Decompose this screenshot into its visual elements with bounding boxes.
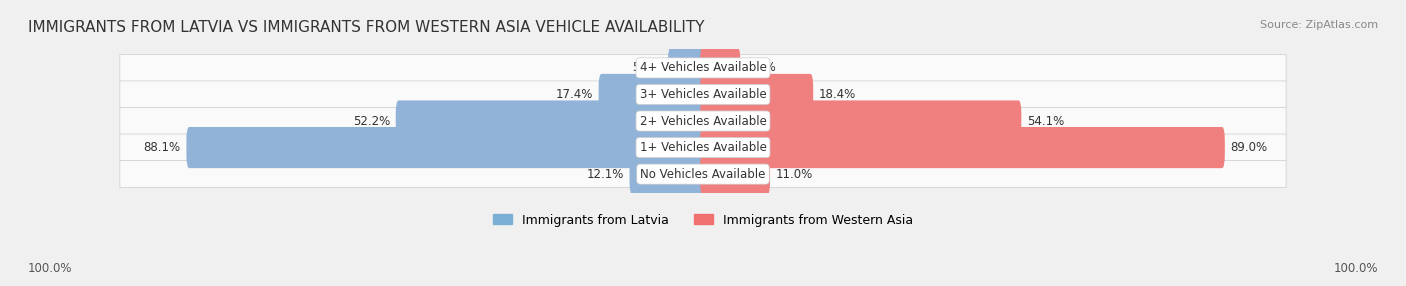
- Text: 17.4%: 17.4%: [555, 88, 593, 101]
- Text: 12.1%: 12.1%: [586, 168, 624, 181]
- FancyBboxPatch shape: [630, 154, 706, 195]
- Text: No Vehicles Available: No Vehicles Available: [640, 168, 766, 181]
- Text: 54.1%: 54.1%: [1028, 114, 1064, 128]
- Text: 1+ Vehicles Available: 1+ Vehicles Available: [640, 141, 766, 154]
- FancyBboxPatch shape: [120, 81, 1286, 108]
- Text: 100.0%: 100.0%: [28, 262, 73, 275]
- FancyBboxPatch shape: [700, 154, 770, 195]
- Text: Source: ZipAtlas.com: Source: ZipAtlas.com: [1260, 20, 1378, 30]
- FancyBboxPatch shape: [700, 74, 813, 115]
- FancyBboxPatch shape: [120, 134, 1286, 161]
- Text: 5.9%: 5.9%: [747, 61, 776, 74]
- Text: 88.1%: 88.1%: [143, 141, 180, 154]
- Text: 11.0%: 11.0%: [776, 168, 813, 181]
- FancyBboxPatch shape: [120, 108, 1286, 134]
- FancyBboxPatch shape: [700, 100, 1021, 142]
- Text: 100.0%: 100.0%: [1333, 262, 1378, 275]
- Text: 2+ Vehicles Available: 2+ Vehicles Available: [640, 114, 766, 128]
- Text: 89.0%: 89.0%: [1230, 141, 1268, 154]
- Text: 3+ Vehicles Available: 3+ Vehicles Available: [640, 88, 766, 101]
- FancyBboxPatch shape: [395, 100, 706, 142]
- Text: 5.5%: 5.5%: [633, 61, 662, 74]
- FancyBboxPatch shape: [599, 74, 706, 115]
- FancyBboxPatch shape: [700, 47, 741, 88]
- FancyBboxPatch shape: [668, 47, 706, 88]
- Text: 18.4%: 18.4%: [820, 88, 856, 101]
- FancyBboxPatch shape: [120, 54, 1286, 82]
- Legend: Immigrants from Latvia, Immigrants from Western Asia: Immigrants from Latvia, Immigrants from …: [494, 214, 912, 227]
- Text: IMMIGRANTS FROM LATVIA VS IMMIGRANTS FROM WESTERN ASIA VEHICLE AVAILABILITY: IMMIGRANTS FROM LATVIA VS IMMIGRANTS FRO…: [28, 20, 704, 35]
- FancyBboxPatch shape: [700, 127, 1225, 168]
- Text: 4+ Vehicles Available: 4+ Vehicles Available: [640, 61, 766, 74]
- FancyBboxPatch shape: [187, 127, 706, 168]
- Text: 52.2%: 52.2%: [353, 114, 389, 128]
- FancyBboxPatch shape: [120, 160, 1286, 188]
